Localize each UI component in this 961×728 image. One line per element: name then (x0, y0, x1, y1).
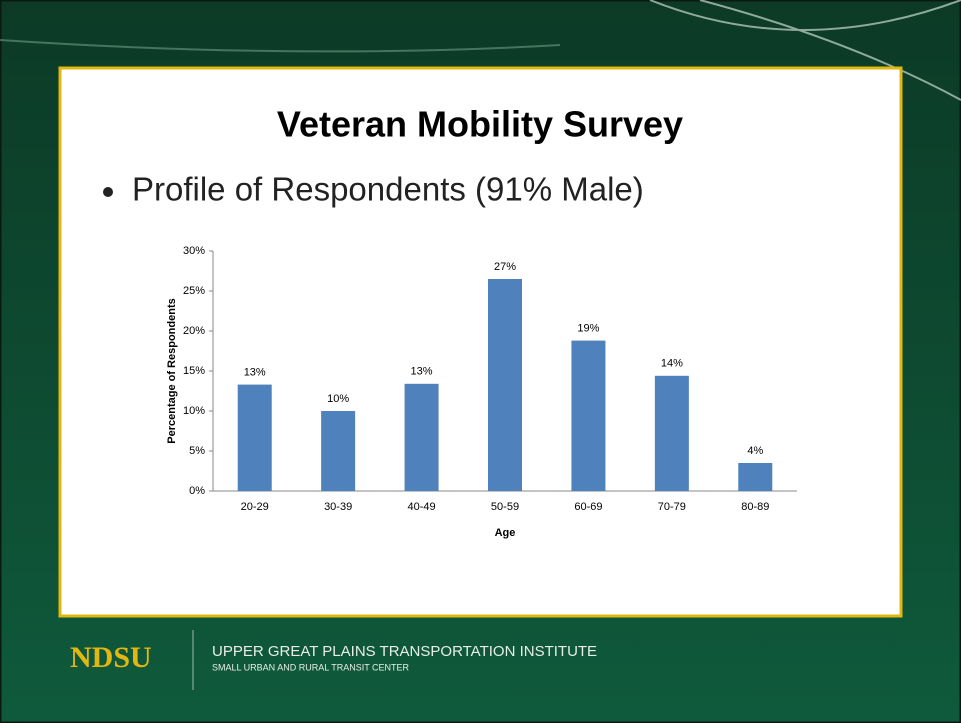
data-label: 4% (747, 445, 763, 457)
slide-title: Veteran Mobility Survey (277, 104, 683, 145)
bullet-text: Profile of Respondents (91% Male) (132, 171, 644, 208)
x-tick-label: 70-79 (658, 501, 686, 513)
y-tick-label: 0% (189, 485, 205, 497)
x-tick-label: 30-39 (324, 501, 352, 513)
x-tick-label: 20-29 (241, 501, 269, 513)
institute-name: UPPER GREAT PLAINS TRANSPORTATION INSTIT… (212, 643, 597, 660)
decor-swoosh (0, 39, 561, 53)
y-tick-label: 15% (183, 365, 205, 377)
y-tick-label: 25% (183, 285, 205, 297)
logo: NDSU (70, 641, 152, 674)
y-tick-label: 10% (183, 405, 205, 417)
data-label: 10% (327, 393, 349, 405)
data-label: 13% (411, 366, 433, 378)
y-tick-label: 5% (189, 445, 205, 457)
x-axis-title: Age (495, 527, 516, 539)
x-tick-label: 80-89 (741, 501, 769, 513)
data-label: 19% (577, 323, 599, 335)
bar (654, 375, 689, 491)
content-box (58, 66, 903, 618)
bar (404, 383, 439, 491)
center-name: SMALL URBAN AND RURAL TRANSIT CENTER (212, 662, 410, 672)
bar (488, 279, 522, 491)
bar (321, 411, 356, 491)
decor-swoosh (649, 0, 961, 101)
data-label: 13% (244, 367, 266, 379)
x-tick-label: 50-59 (491, 501, 519, 513)
y-tick-label: 30% (183, 245, 205, 257)
bar (738, 463, 773, 491)
y-tick-label: 20% (183, 325, 205, 337)
x-tick-label: 40-49 (408, 501, 436, 513)
data-label: 14% (661, 358, 683, 370)
bar (237, 384, 272, 491)
bullet-dot (103, 187, 113, 197)
data-label: 27% (494, 261, 516, 273)
y-axis-title: Percentage of Respondents (166, 298, 178, 443)
x-tick-label: 60-69 (574, 501, 602, 513)
bar (571, 340, 606, 491)
